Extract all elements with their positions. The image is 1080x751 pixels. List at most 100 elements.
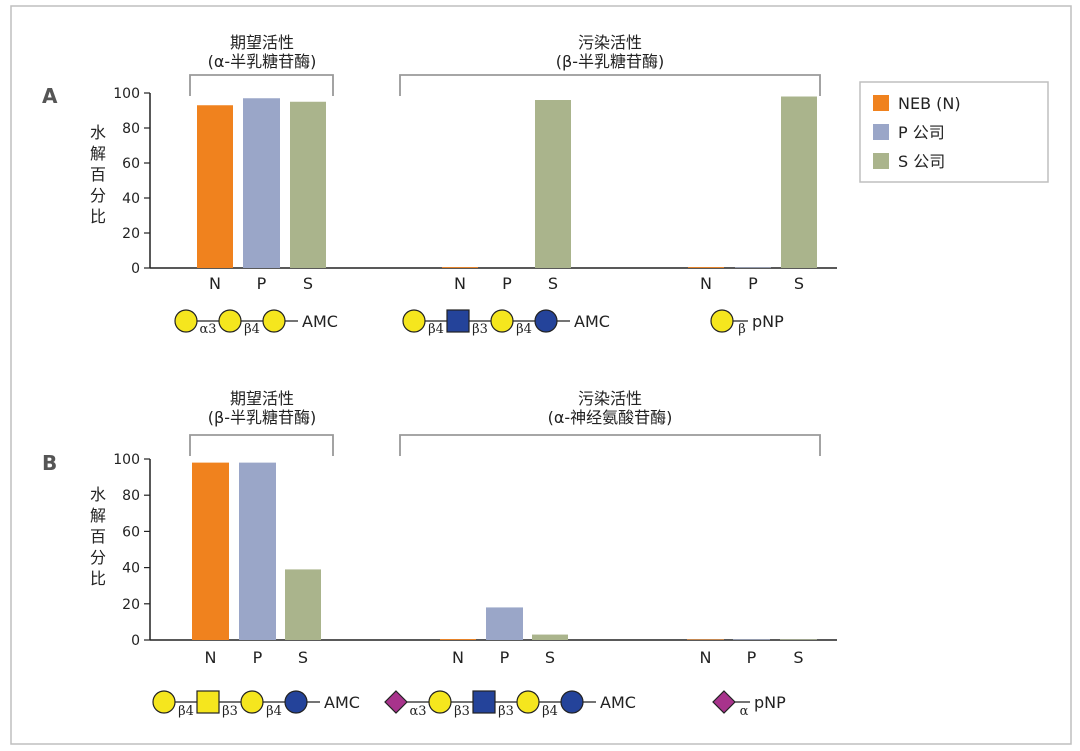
bracket-line [189, 434, 334, 456]
substrate-glycan-2: β pNP [710, 309, 784, 337]
bar-N [192, 462, 229, 640]
y-tick-label: 80 [122, 121, 140, 137]
glycan-linkage: α3 [409, 704, 426, 719]
category-label-N: N [452, 648, 464, 667]
y-axis-label-char: 解 [90, 506, 106, 525]
category-label-S: S [298, 648, 308, 667]
glycan-linkage: α3 [199, 322, 216, 337]
bracket-title: 污染活性 [578, 389, 642, 408]
category-label-P: P [502, 274, 512, 293]
category-label-P: P [253, 648, 263, 667]
y-tick-label: 100 [113, 86, 140, 102]
legend-label-N: NEB (N) [898, 94, 961, 113]
glycan-residue-gal [218, 309, 242, 333]
category-label-S: S [548, 274, 558, 293]
category-label-S: S [793, 648, 803, 667]
glycan-residue-gal [174, 309, 198, 333]
glycan-residue-glc [284, 690, 308, 714]
glycan-residue-glcnac [472, 690, 496, 714]
category-label-N: N [700, 648, 712, 667]
glycan-linkage: α [740, 704, 749, 719]
y-tick-label: 20 [122, 226, 140, 242]
legend-swatch-S [873, 153, 889, 169]
panel-letter: B [42, 451, 57, 475]
glycan-linkage: β3 [222, 704, 238, 719]
bracket-0: 期望活性(α-半乳糖苷酶) [189, 33, 334, 96]
legend: NEB (N) P 公司 S 公司 [859, 81, 1049, 183]
glycan-reporter: AMC [302, 312, 338, 331]
legend-box [859, 81, 1049, 183]
y-axis-label-char: 分 [90, 548, 106, 567]
glycan-residue-gal [490, 309, 514, 333]
y-axis-label-char: 比 [90, 207, 106, 226]
substrate-glycan-2: α pNP [712, 690, 786, 719]
glycan-linkage: β4 [266, 704, 282, 719]
bracket-1: 污染活性(β-半乳糖苷酶) [399, 33, 821, 96]
bar-N [440, 639, 476, 640]
y-axis-label-char: 水 [90, 485, 106, 504]
glycan-linkage: β3 [472, 322, 488, 337]
bracket-subtitle: (α-半乳糖苷酶) [208, 52, 317, 71]
y-tick-label: 80 [122, 488, 140, 504]
category-label-P: P [747, 648, 757, 667]
category-label-S: S [303, 274, 313, 293]
category-label-S: S [794, 274, 804, 293]
y-tick-label: 60 [122, 524, 140, 540]
y-tick-label: 40 [122, 561, 140, 577]
glycan-reporter: AMC [574, 312, 610, 331]
y-tick-label: 60 [122, 156, 140, 172]
glycan-linkage: β3 [454, 704, 470, 719]
legend-label-S: S 公司 [898, 152, 945, 171]
bar-S [781, 96, 817, 268]
bar-P [243, 98, 280, 268]
outer-border [10, 5, 1072, 745]
bracket-line [399, 434, 821, 456]
glycan-residue-glc [534, 309, 558, 333]
substrate-glycan-0: β4 β3 β4 AMC [152, 690, 360, 719]
glycan-residue-gal [428, 690, 452, 714]
substrate-glycan-1: α3 β3 β3 β4 AMC [384, 690, 636, 719]
y-tick-label: 100 [113, 452, 140, 468]
glycan-linkage: β4 [516, 322, 532, 337]
bar-P [733, 639, 770, 640]
glycan-linkage: β4 [244, 322, 260, 337]
category-label-N: N [205, 648, 217, 667]
bar-S [290, 101, 326, 268]
bar-N [197, 105, 233, 268]
category-label-N: N [700, 274, 712, 293]
bar-S [532, 634, 568, 640]
y-axis-label-char: 百 [90, 527, 106, 546]
glycan-reporter: pNP [752, 312, 784, 331]
bar-P [486, 607, 523, 640]
glycan-reporter: AMC [324, 693, 360, 712]
y-axis-label-char: 分 [90, 186, 106, 205]
glycan-residue-gal [262, 309, 286, 333]
legend-swatch-N [873, 95, 889, 111]
bar-N [687, 639, 724, 640]
bracket-title: 期望活性 [230, 389, 294, 408]
glycan-residue-neu5ac [384, 690, 408, 714]
glycan-residue-neu5ac [712, 690, 736, 714]
bar-P [239, 462, 276, 640]
bracket-title: 期望活性 [230, 33, 294, 52]
substrate-glycan-0: α3 β4 AMC [174, 309, 338, 337]
glycan-linkage: β4 [428, 322, 444, 337]
category-label-P: P [748, 274, 758, 293]
panel-letter: A [42, 84, 58, 108]
glycan-reporter: pNP [754, 693, 786, 712]
bracket-subtitle: (β-半乳糖苷酶) [208, 408, 316, 427]
bracket-subtitle: (α-神经氨酸苷酶) [548, 408, 673, 427]
category-label-N: N [454, 274, 466, 293]
glycan-linkage: β4 [178, 704, 194, 719]
bracket-1: 污染活性(α-神经氨酸苷酶) [399, 389, 821, 456]
bar-N [442, 267, 478, 268]
glycan-residue-gal [152, 690, 176, 714]
